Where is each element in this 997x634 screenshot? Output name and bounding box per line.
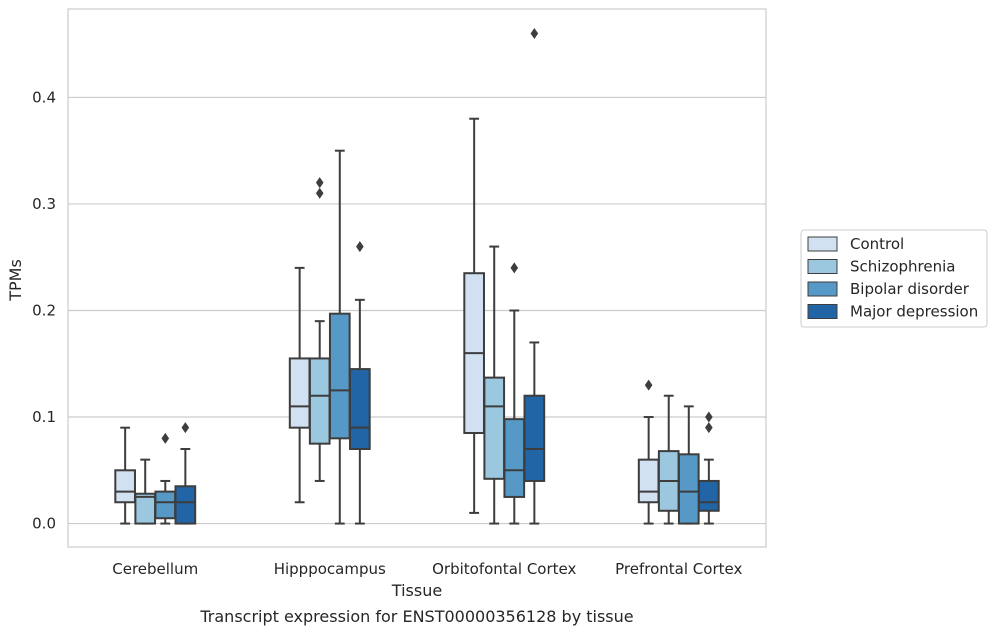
outlier-point: [356, 241, 364, 253]
box-iqr: [328, 312, 351, 440]
y-tick-label: 0.2: [32, 301, 56, 319]
legend-swatch: [807, 236, 838, 252]
box-schizophrenia: [657, 394, 680, 525]
box-control: [463, 117, 485, 514]
box-iqr: [483, 376, 506, 480]
y-tick-label: 0.3: [32, 195, 56, 213]
outlier-point: [705, 422, 713, 434]
y-axis-title: TPMs: [6, 259, 25, 302]
box-bipolar-disorder: [154, 432, 177, 525]
x-tick-label: Cerebellum: [112, 560, 198, 578]
box-schizophrenia: [483, 245, 506, 525]
outlier-point: [181, 422, 190, 434]
box-iqr: [349, 368, 371, 450]
outlier-point: [161, 432, 170, 444]
box-schizophrenia: [308, 177, 331, 482]
outlier-point: [315, 187, 324, 199]
box-iqr: [503, 418, 526, 498]
legend: Control Schizophrenia Bipolar disorder Majo…: [800, 229, 988, 328]
box-schizophrenia: [134, 458, 157, 525]
box-bipolar-disorder: [503, 262, 526, 525]
legend-swatch: [807, 304, 838, 319]
x-tick-label: Orbitofontal Cortex: [432, 560, 576, 578]
plot-area-frame: [67, 8, 767, 548]
box-bipolar-disorder: [677, 405, 700, 525]
x-axis-ticks: Cerebellum Hipppocampus Orbitofontal Corte…: [112, 560, 742, 578]
legend-label: Control: [850, 235, 904, 253]
x-tick-label: Prefrontal Cortex: [615, 560, 742, 578]
legend-swatch: [807, 259, 838, 274]
box-iqr: [154, 490, 177, 520]
outlier-point: [530, 28, 539, 40]
outlier-point: [315, 177, 324, 189]
box-iqr: [523, 394, 546, 482]
legend-label: Schizophrenia: [850, 258, 955, 276]
box-iqr: [288, 357, 311, 429]
y-axis-ticks: 0.0 0.1 0.2 0.3 0.4: [32, 88, 56, 532]
x-tick-label: Hipppocampus: [274, 560, 386, 578]
x-axis-title: Tissue: [391, 581, 442, 600]
box-iqr: [174, 485, 197, 525]
legend-label: Major depression: [850, 303, 978, 321]
figure-caption: Transcript expression for ENST0000035612…: [199, 607, 633, 626]
box-control: [637, 379, 660, 525]
box-iqr: [114, 469, 136, 504]
legend-swatch: [807, 281, 838, 297]
legend-label: Bipolar disorder: [850, 280, 970, 298]
box-iqr: [698, 479, 720, 512]
box-control: [114, 426, 136, 525]
box-control: [288, 266, 311, 504]
box-major-depression: [698, 411, 720, 525]
outlier-point: [705, 411, 713, 423]
outlier-point: [510, 262, 519, 274]
box-iqr: [677, 453, 700, 525]
y-tick-label: 0.4: [32, 88, 56, 106]
box-major-depression: [349, 241, 371, 525]
box-major-depression: [523, 28, 546, 525]
box-bipolar-disorder: [328, 149, 351, 525]
y-tick-label: 0.0: [32, 515, 56, 533]
box-major-depression: [174, 422, 197, 525]
y-tick-label: 0.1: [32, 408, 56, 426]
outlier-point: [644, 379, 653, 391]
box-iqr: [308, 357, 331, 445]
box-iqr: [637, 458, 660, 504]
box-groups: [114, 28, 720, 525]
legend-frame: [800, 229, 988, 328]
box-iqr: [134, 492, 157, 525]
